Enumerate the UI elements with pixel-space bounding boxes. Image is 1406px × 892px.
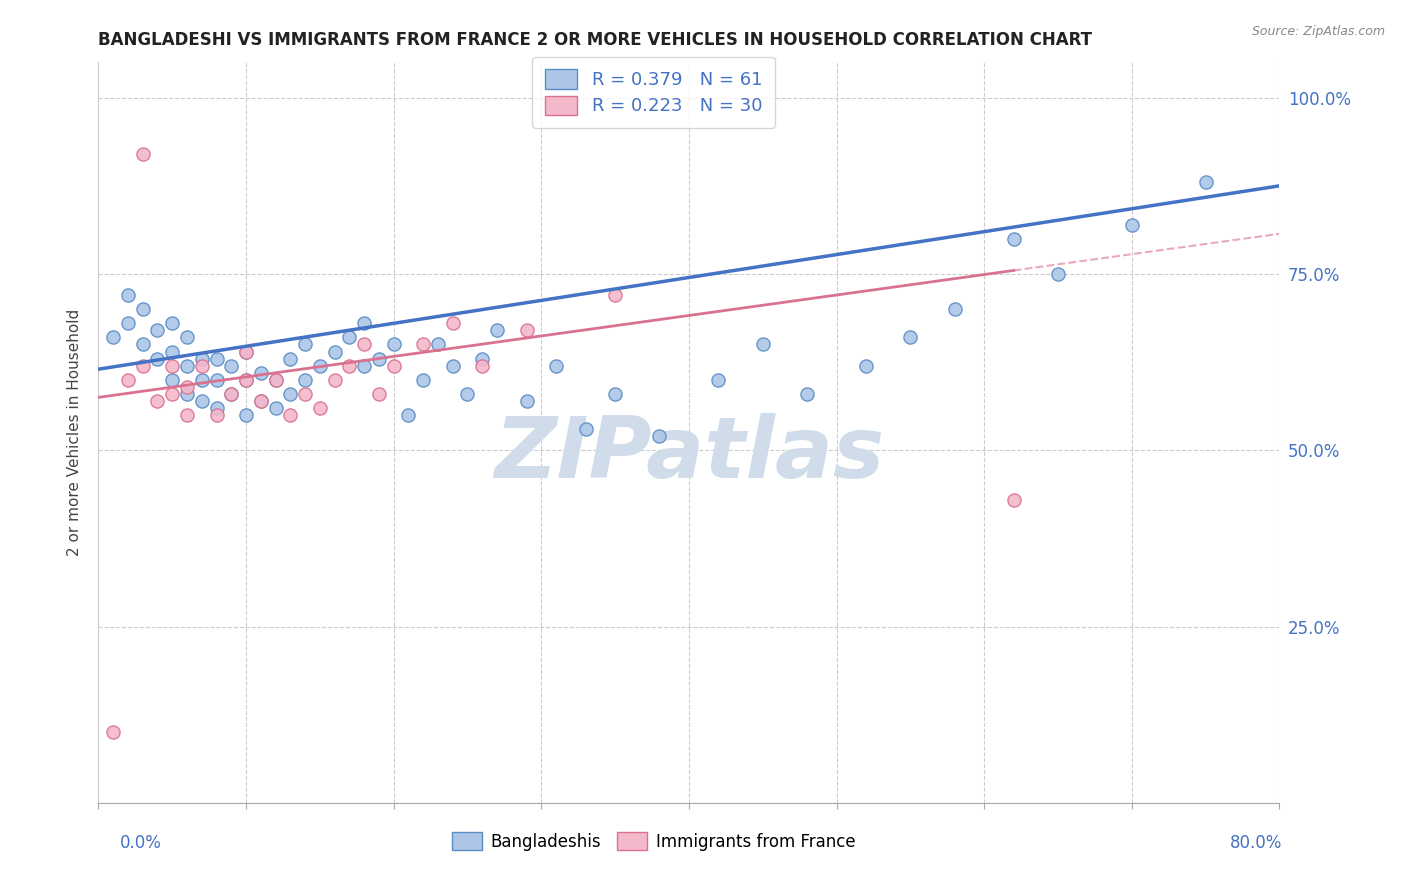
Point	[1002, 492, 1025, 507]
Point	[382, 337, 405, 351]
Point	[323, 373, 346, 387]
Point	[280, 351, 302, 366]
Point	[162, 373, 183, 387]
Point	[205, 401, 228, 415]
Point	[176, 330, 198, 344]
Point	[943, 302, 966, 317]
Point	[796, 387, 818, 401]
Point	[323, 344, 346, 359]
Point	[575, 422, 598, 436]
Point	[191, 359, 214, 373]
Point	[162, 359, 183, 373]
Point	[382, 359, 405, 373]
Point	[457, 387, 479, 401]
Text: Source: ZipAtlas.com: Source: ZipAtlas.com	[1251, 25, 1385, 38]
Point	[221, 359, 243, 373]
Point	[546, 359, 568, 373]
Point	[900, 330, 922, 344]
Point	[205, 373, 228, 387]
Point	[235, 373, 257, 387]
Point	[471, 351, 494, 366]
Point	[353, 359, 375, 373]
Point	[221, 387, 243, 401]
Text: BANGLADESHI VS IMMIGRANTS FROM FRANCE 2 OR MORE VEHICLES IN HOUSEHOLD CORRELATIO: BANGLADESHI VS IMMIGRANTS FROM FRANCE 2 …	[98, 31, 1092, 49]
Y-axis label: 2 or more Vehicles in Household: 2 or more Vehicles in Household	[67, 309, 83, 557]
Point	[441, 359, 464, 373]
Point	[1121, 218, 1143, 232]
Point	[398, 408, 420, 422]
Point	[250, 393, 273, 408]
Point	[103, 330, 125, 344]
Point	[176, 380, 198, 394]
Point	[648, 429, 671, 443]
Point	[294, 373, 316, 387]
Point	[162, 344, 183, 359]
Point	[264, 373, 287, 387]
Point	[235, 373, 257, 387]
Point	[471, 359, 494, 373]
Point	[309, 401, 332, 415]
Point	[605, 288, 627, 302]
Point	[1002, 232, 1025, 246]
Legend: Bangladeshis, Immigrants from France: Bangladeshis, Immigrants from France	[446, 825, 862, 857]
Point	[707, 373, 730, 387]
Point	[132, 302, 155, 317]
Point	[191, 393, 214, 408]
Point	[441, 316, 464, 330]
Point	[264, 373, 287, 387]
Point	[205, 408, 228, 422]
Point	[146, 393, 169, 408]
Point	[605, 387, 627, 401]
Point	[353, 316, 375, 330]
Point	[264, 401, 287, 415]
Point	[132, 337, 155, 351]
Point	[339, 330, 361, 344]
Point	[176, 408, 198, 422]
Point	[176, 387, 198, 401]
Point	[117, 316, 139, 330]
Point	[516, 323, 538, 337]
Point	[486, 323, 509, 337]
Point	[294, 387, 316, 401]
Point	[855, 359, 877, 373]
Point	[752, 337, 775, 351]
Point	[309, 359, 332, 373]
Point	[117, 373, 139, 387]
Point	[1195, 175, 1218, 189]
Point	[162, 316, 183, 330]
Point	[146, 323, 169, 337]
Point	[412, 337, 434, 351]
Point	[146, 351, 169, 366]
Point	[412, 373, 434, 387]
Text: ZIPatlas: ZIPatlas	[494, 413, 884, 496]
Point	[132, 359, 155, 373]
Point	[235, 408, 257, 422]
Point	[1046, 267, 1070, 281]
Text: 80.0%: 80.0%	[1230, 834, 1282, 852]
Point	[280, 408, 302, 422]
Point	[368, 387, 391, 401]
Point	[235, 344, 257, 359]
Point	[176, 359, 198, 373]
Point	[103, 725, 125, 739]
Point	[294, 337, 316, 351]
Point	[191, 351, 214, 366]
Point	[280, 387, 302, 401]
Point	[427, 337, 450, 351]
Point	[162, 387, 183, 401]
Point	[339, 359, 361, 373]
Point	[516, 393, 538, 408]
Point	[132, 147, 155, 161]
Point	[353, 337, 375, 351]
Point	[221, 387, 243, 401]
Point	[205, 351, 228, 366]
Point	[235, 344, 257, 359]
Point	[250, 393, 273, 408]
Point	[250, 366, 273, 380]
Point	[191, 373, 214, 387]
Point	[368, 351, 391, 366]
Point	[117, 288, 139, 302]
Text: 0.0%: 0.0%	[120, 834, 162, 852]
